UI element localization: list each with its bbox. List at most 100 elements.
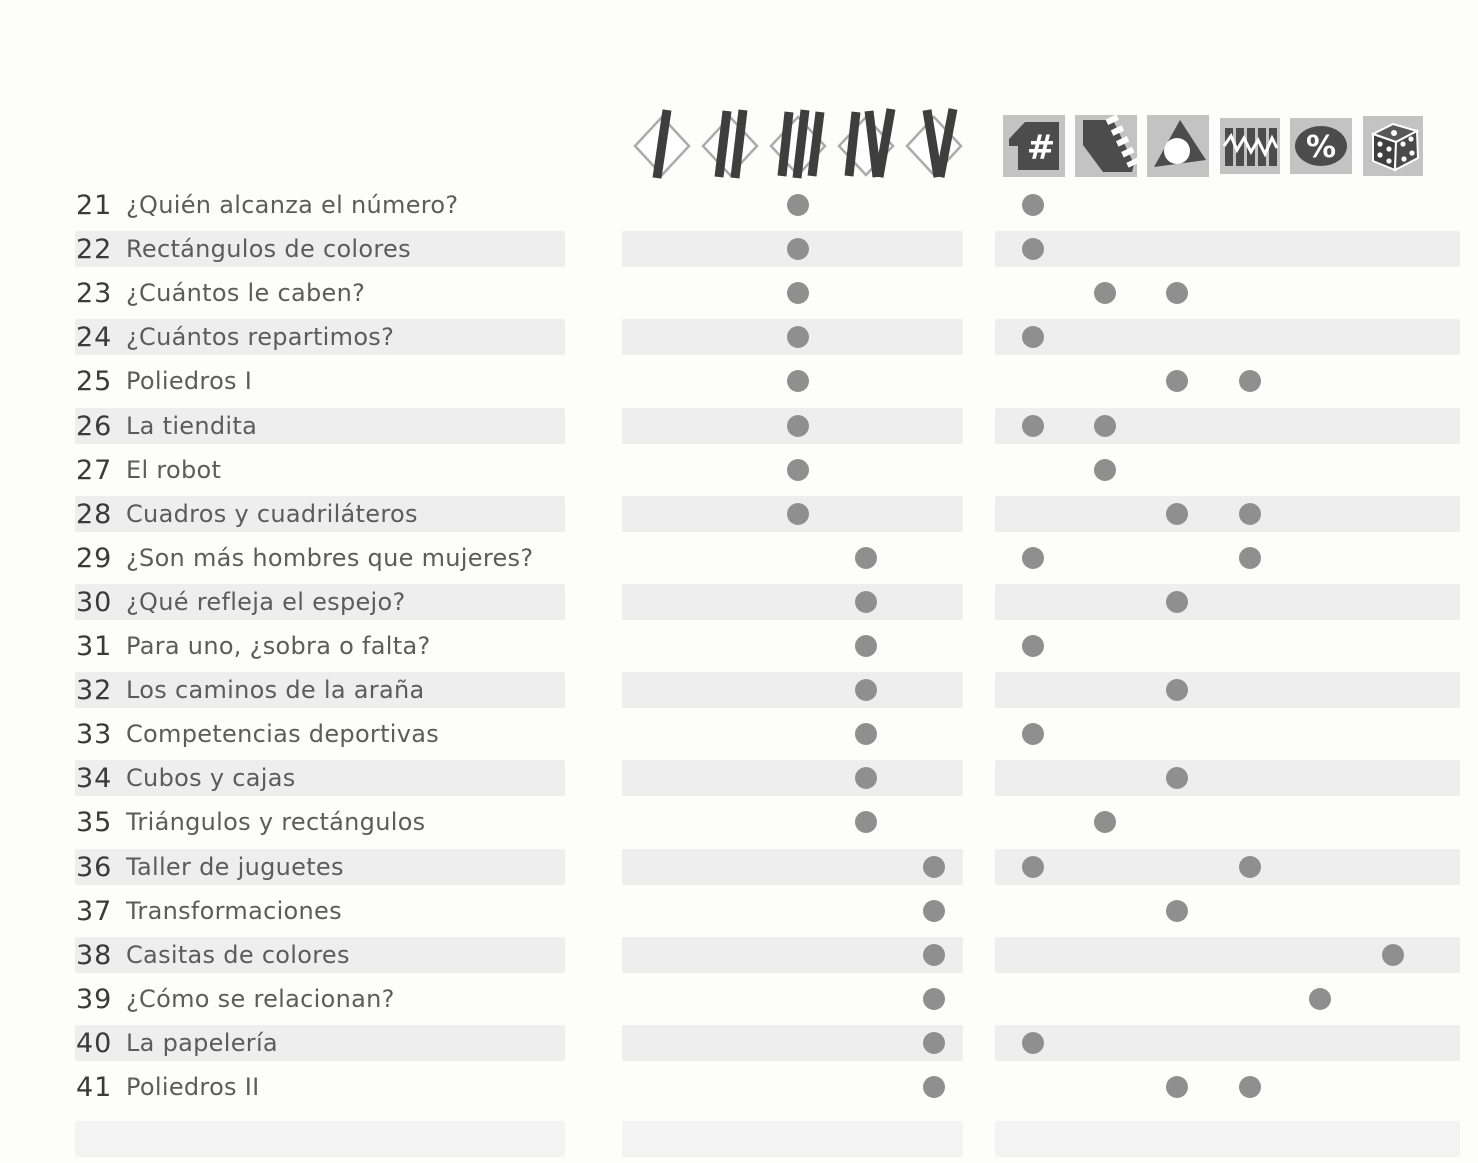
lesson-row: 21 ¿Quién alcanza el número? [0,183,1478,227]
lesson-row: 31 Para uno, ¿sobra o falta? [0,624,1478,668]
block-IV-dot [855,723,877,745]
block-V-dot [923,856,945,878]
lesson-row: 24 ¿Cuántos repartimos? [0,315,1478,359]
geometry-dot [1166,900,1188,922]
svg-text:#: # [1027,128,1056,168]
block-IV-dot [855,547,877,569]
row-stripe-segment-2 [995,849,1460,885]
lesson-row: 39 ¿Cómo se relacionan? [0,977,1478,1021]
block-V-dot [923,988,945,1010]
chart-dot [1239,1076,1261,1098]
block-IV-dot [855,635,877,657]
block-III-dot [787,415,809,437]
dice-dot [1382,944,1404,966]
lesson-number: 32 [76,674,113,706]
lesson-title: ¿Cómo se relacionan? [126,985,395,1013]
lesson-number: 40 [76,1027,113,1059]
row-stripe-segment-0 [75,1025,565,1061]
lesson-row: 35 Triángulos y rectángulos [0,800,1478,844]
lesson-title: Rectángulos de colores [126,235,411,263]
lesson-title: Triángulos y rectángulos [126,808,426,836]
row-stripe-segment-0 [75,408,565,444]
row-stripe-segment-2 [995,1025,1460,1061]
lesson-title: Taller de juguetes [126,853,344,881]
row-stripe-segment-2 [995,760,1460,796]
lesson-row: 32 Los caminos de la araña [0,668,1478,712]
geometry-dot [1166,679,1188,701]
lesson-number: 38 [76,939,113,971]
lesson-row: 34 Cubos y cajas [0,756,1478,800]
lesson-title: El robot [126,456,222,484]
lesson-title: Cuadros y cuadriláteros [126,500,418,528]
row-stripe-segment-0 [75,584,565,620]
row-stripe-segment-2 [995,1121,1460,1157]
block-III-dot [787,370,809,392]
chart-dot [1239,547,1261,569]
block-III-dot [787,238,809,260]
lesson-number: 30 [76,586,113,618]
lesson-row: 26 La tiendita [0,404,1478,448]
lesson-number: 23 [76,277,113,309]
row-stripe-segment-1 [622,760,963,796]
chart-dot [1239,503,1261,525]
lesson-title: Poliedros I [126,367,253,395]
block-IV-dot [855,591,877,613]
lesson-number: 27 [76,454,113,486]
numbers-dot [1022,723,1044,745]
block-IV-icon [832,105,900,183]
lesson-title: Para uno, ¿sobra o falta? [126,632,431,660]
block-III-icon [764,105,832,183]
row-stripe-segment-1 [622,1025,963,1061]
chart-dot [1239,370,1261,392]
chart-dot [1239,856,1261,878]
block-IV-dot [855,811,877,833]
numbers-dot [1022,635,1044,657]
lesson-number: 39 [76,983,113,1015]
row-stripe-segment-0 [75,672,565,708]
row-stripe-segment-2 [995,584,1460,620]
lesson-number: 31 [76,630,113,662]
block-III-dot [787,194,809,216]
lesson-title: Los caminos de la araña [126,676,425,704]
geometry-dot [1166,282,1188,304]
measurement-dot [1094,282,1116,304]
lesson-title: La papelería [126,1029,278,1057]
lesson-row: 27 El robot [0,448,1478,492]
lesson-title: Competencias deportivas [126,720,440,748]
row-stripe-segment-0 [75,1121,565,1157]
geometry-dot [1166,370,1188,392]
lesson-title: Casitas de colores [126,941,350,969]
measurement-dot [1094,811,1116,833]
percent-icon: % [1290,118,1352,174]
numbers-dot [1022,238,1044,260]
row-stripe-segment-1 [622,672,963,708]
block-III-dot [787,503,809,525]
geometry-dot [1166,503,1188,525]
lesson-number: 35 [76,806,113,838]
block-IV-dot [855,679,877,701]
numbers-dot [1022,415,1044,437]
measurement-dot [1094,459,1116,481]
numbers-dot [1022,194,1044,216]
row-stripe-segment-2 [995,672,1460,708]
lesson-row: 30 ¿Qué refleja el espejo? [0,580,1478,624]
lesson-row: 22 Rectángulos de colores [0,227,1478,271]
lesson-title: Poliedros II [126,1073,260,1101]
block-III-dot [787,282,809,304]
lesson-title: ¿Quién alcanza el número? [126,191,459,219]
row-stripe-segment-0 [75,849,565,885]
row-stripe-segment-1 [622,849,963,885]
lesson-title: La tiendita [126,412,258,440]
lesson-title: Cubos y cajas [126,764,296,792]
lesson-number: 26 [76,410,113,442]
row-stripe-segment-2 [995,496,1460,532]
numbers-dot [1022,547,1044,569]
lesson-row: 25 Poliedros I [0,359,1478,403]
lesson-title: Transformaciones [126,897,342,925]
row-stripe-segment-2 [995,319,1460,355]
lesson-row: 36 Taller de juguetes [0,845,1478,889]
block-V-icon [900,105,968,183]
block-V-dot [923,1032,945,1054]
geometry-dot [1166,767,1188,789]
lesson-number: 25 [76,365,113,397]
